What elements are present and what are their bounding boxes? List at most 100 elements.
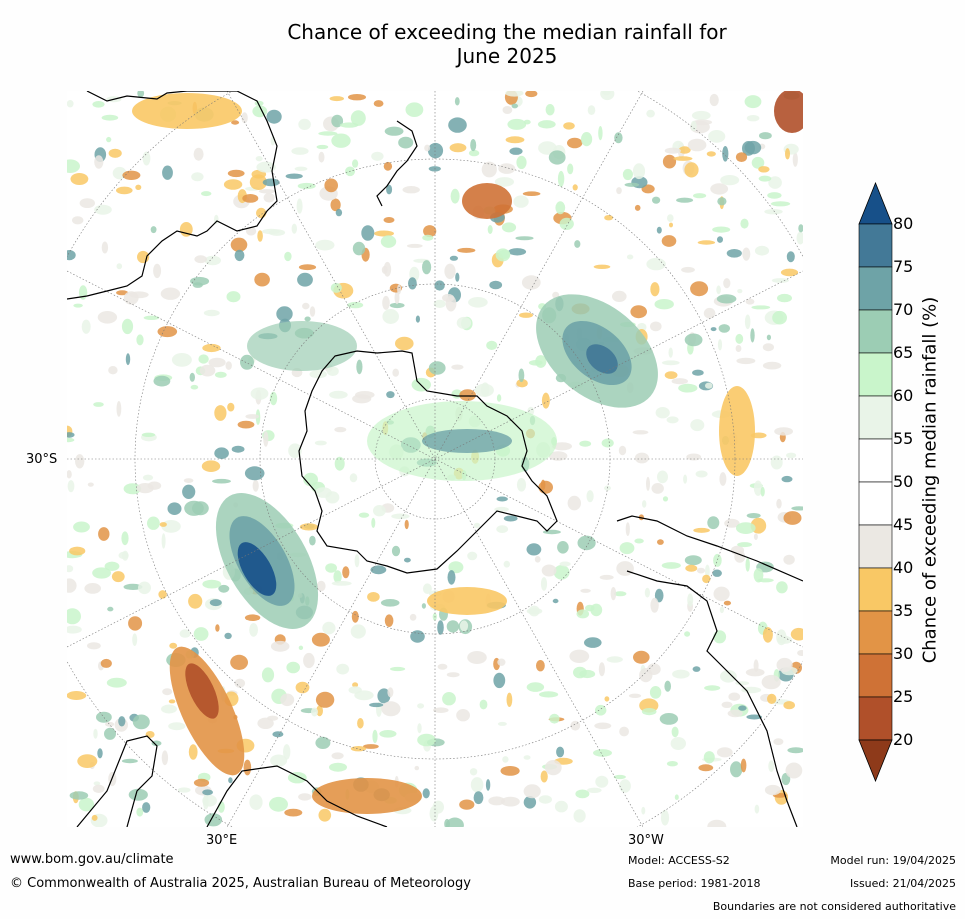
probability-speckle <box>67 432 75 438</box>
probability-speckle <box>567 495 581 511</box>
probability-speckle <box>286 661 300 674</box>
footer-disclaimer: Boundaries are not considered authoritat… <box>712 900 956 913</box>
probability-speckle <box>744 314 751 330</box>
probability-speckle <box>214 405 227 421</box>
probability-speckle <box>773 738 784 746</box>
probability-speckle <box>770 455 783 470</box>
probability-speckle <box>735 333 744 344</box>
probability-speckle <box>456 316 472 329</box>
probability-speckle <box>371 517 376 528</box>
probability-speckle <box>257 230 263 242</box>
probability-speckle <box>515 236 534 241</box>
probability-speckle <box>150 226 157 234</box>
probability-speckle <box>662 496 669 502</box>
probability-speckle <box>350 746 367 752</box>
probability-speckle <box>634 204 641 211</box>
probability-speckle <box>171 353 192 367</box>
probability-speckle <box>497 658 506 666</box>
probability-speckle <box>614 591 627 597</box>
probability-speckle <box>624 182 640 187</box>
probability-speckle <box>245 414 260 419</box>
probability-speckle <box>309 306 316 317</box>
probability-speckle <box>641 806 646 815</box>
probability-speckle <box>716 747 733 758</box>
probability-speckle <box>721 701 733 708</box>
colorbar-bin <box>858 352 893 397</box>
probability-speckle <box>576 609 590 619</box>
probability-speckle <box>84 583 101 594</box>
probability-speckle <box>193 147 204 161</box>
footer-website[interactable]: www.bom.gov.au/climate <box>10 852 174 867</box>
probability-speckle <box>684 162 699 178</box>
probability-speckle <box>683 474 688 484</box>
probability-speckle <box>587 105 596 115</box>
probability-speckle <box>326 366 339 377</box>
probability-speckle <box>297 182 316 190</box>
probability-speckle <box>467 651 487 664</box>
africa-coastline <box>76 735 158 827</box>
probability-speckle <box>81 319 91 334</box>
probability-speckle <box>188 744 198 760</box>
probability-speckle <box>612 290 627 302</box>
probability-speckle <box>704 685 721 691</box>
probability-speckle <box>470 777 484 793</box>
probability-speckle <box>586 490 594 503</box>
wet-region-south-pacific-peak <box>586 344 618 374</box>
wet-region-antarctica-core <box>422 429 512 453</box>
probability-speckle <box>203 309 220 317</box>
probability-speckle <box>291 147 309 155</box>
probability-speckle <box>107 606 114 612</box>
probability-speckle <box>713 553 722 567</box>
footer-model-run: Model run: 19/04/2025 <box>830 854 956 867</box>
probability-speckle <box>552 598 559 604</box>
probability-speckle <box>234 678 246 688</box>
probability-speckle <box>132 714 150 730</box>
probability-speckle <box>153 375 171 387</box>
probability-speckle <box>498 249 511 259</box>
rainfall-map[interactable] <box>67 91 803 827</box>
probability-speckle <box>678 146 691 154</box>
probability-speckle <box>581 132 593 147</box>
colorbar-tick-label: 45 <box>893 515 914 534</box>
probability-speckle <box>79 198 95 208</box>
probability-speckle <box>762 361 782 370</box>
probability-speckle <box>776 581 788 594</box>
probability-speckle <box>382 295 390 310</box>
probability-speckle <box>661 235 677 247</box>
colorbar <box>858 181 898 786</box>
colorbar-tick-label: 25 <box>893 687 914 706</box>
probability-speckle <box>516 478 527 492</box>
probability-speckle <box>587 787 602 793</box>
probability-speckle <box>227 402 235 412</box>
probability-speckle <box>719 472 727 486</box>
probability-speckle <box>508 248 527 256</box>
probability-speckle <box>161 750 169 766</box>
probability-speckle <box>662 154 677 169</box>
probability-speckle <box>298 645 304 650</box>
probability-speckle <box>67 625 82 634</box>
probability-speckle <box>540 770 548 783</box>
probability-speckle <box>467 551 478 561</box>
probability-speckle <box>417 703 425 709</box>
probability-speckle <box>523 784 541 799</box>
probability-speckle <box>671 378 688 385</box>
lon-label-30e: 30°E <box>206 833 238 848</box>
probability-speckle <box>261 667 275 683</box>
probability-speckle <box>367 592 380 602</box>
probability-speckle <box>740 218 749 229</box>
probability-speckle <box>493 672 506 689</box>
probability-speckle <box>258 189 276 194</box>
probability-speckle <box>322 621 336 635</box>
probability-speckle <box>303 472 318 487</box>
probability-speckle <box>316 580 326 592</box>
colorbar-tick-label: 75 <box>893 257 914 276</box>
australia-coastline <box>67 91 278 300</box>
probability-speckle <box>599 574 614 580</box>
probability-speckle <box>111 571 125 583</box>
probability-speckle <box>335 208 343 217</box>
probability-speckle <box>414 765 420 771</box>
probability-speckle <box>422 788 430 799</box>
probability-speckle <box>666 761 678 767</box>
probability-speckle <box>309 370 327 379</box>
probability-speckle <box>584 637 602 648</box>
